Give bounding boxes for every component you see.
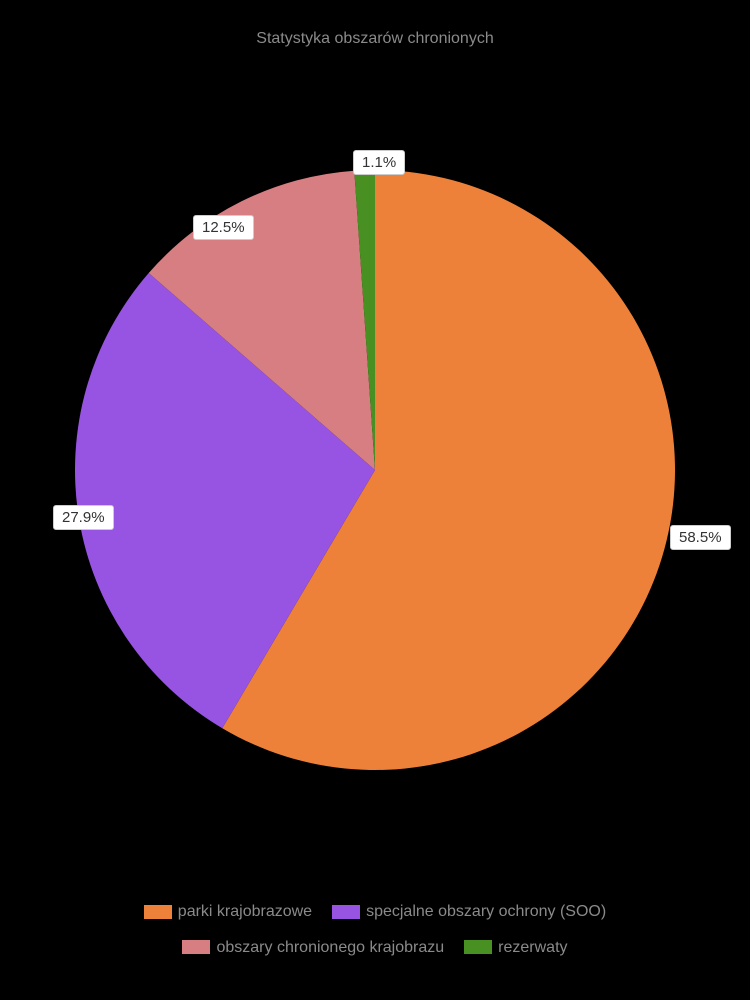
legend-item-3: rezerwaty	[464, 930, 567, 965]
legend-item-0: parki krajobrazowe	[144, 894, 312, 929]
legend-text-3: rezerwaty	[498, 939, 567, 956]
chart-legend: parki krajobrazowe specjalne obszary ochr…	[0, 894, 750, 965]
data-label-2: 12.5%	[193, 215, 254, 240]
legend-swatch-3	[464, 940, 492, 954]
legend-text-0: parki krajobrazowe	[178, 903, 312, 920]
legend-swatch-1	[332, 905, 360, 919]
data-label-0: 58.5%	[670, 525, 731, 550]
chart-container: Statystyka obszarów chronionych 58.5% 27.…	[0, 0, 750, 1000]
data-label-1: 27.9%	[53, 505, 114, 530]
legend-item-2: obszary chronionego krajobrazu	[182, 930, 444, 965]
legend-item-1: specjalne obszary ochrony (SOO)	[332, 894, 606, 929]
legend-swatch-2	[182, 940, 210, 954]
data-label-3: 1.1%	[353, 150, 405, 175]
legend-text-2: obszary chronionego krajobrazu	[216, 939, 444, 956]
legend-swatch-0	[144, 905, 172, 919]
pie-chart-area: 58.5% 27.9% 12.5% 1.1%	[0, 90, 750, 850]
chart-title: Statystyka obszarów chronionych	[0, 0, 750, 48]
pie-chart-svg	[75, 150, 675, 790]
legend-text-1: specjalne obszary ochrony (SOO)	[366, 903, 606, 920]
